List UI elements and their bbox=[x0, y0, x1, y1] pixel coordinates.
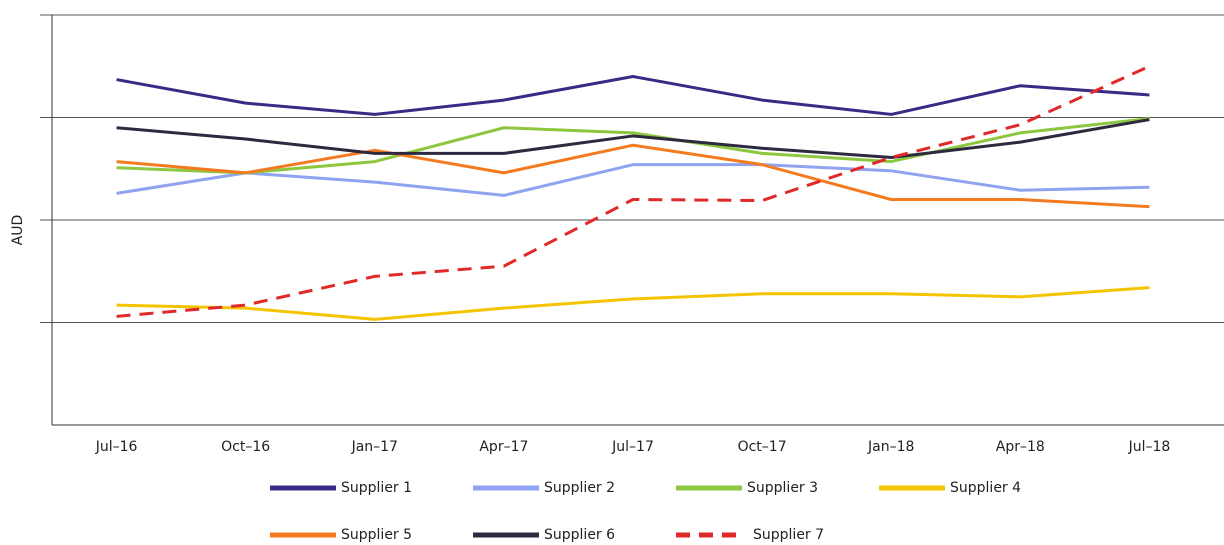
x-tick-label: Apr–17 bbox=[479, 439, 528, 455]
legend-label: Supplier 6 bbox=[544, 527, 615, 543]
x-tick-label: Oct–17 bbox=[738, 439, 787, 455]
x-tick-label: Jan–18 bbox=[867, 439, 914, 455]
series-line bbox=[116, 286, 1150, 321]
legend-label: Supplier 5 bbox=[341, 527, 412, 543]
x-tick-label: Jan–17 bbox=[351, 439, 398, 455]
legend-label: Supplier 7 bbox=[753, 527, 824, 543]
series-line bbox=[116, 64, 1151, 318]
legend-label: Supplier 1 bbox=[341, 480, 412, 496]
x-tick-label: Jul–17 bbox=[611, 439, 654, 455]
series-line bbox=[116, 163, 1150, 197]
legend-label: Supplier 3 bbox=[747, 480, 818, 496]
series-line bbox=[116, 143, 1150, 209]
x-tick-label: Jul–16 bbox=[95, 439, 138, 455]
series-line bbox=[116, 75, 1150, 116]
y-axis-label: AUD bbox=[10, 215, 26, 246]
series-line bbox=[116, 118, 1150, 159]
x-tick-label: Apr–18 bbox=[996, 439, 1045, 455]
series-line bbox=[116, 117, 1150, 175]
x-tick-label: Jul–18 bbox=[1128, 439, 1171, 455]
x-tick-label: Oct–16 bbox=[221, 439, 270, 455]
legend-label: Supplier 4 bbox=[950, 480, 1021, 496]
legend-label: Supplier 2 bbox=[544, 480, 615, 496]
